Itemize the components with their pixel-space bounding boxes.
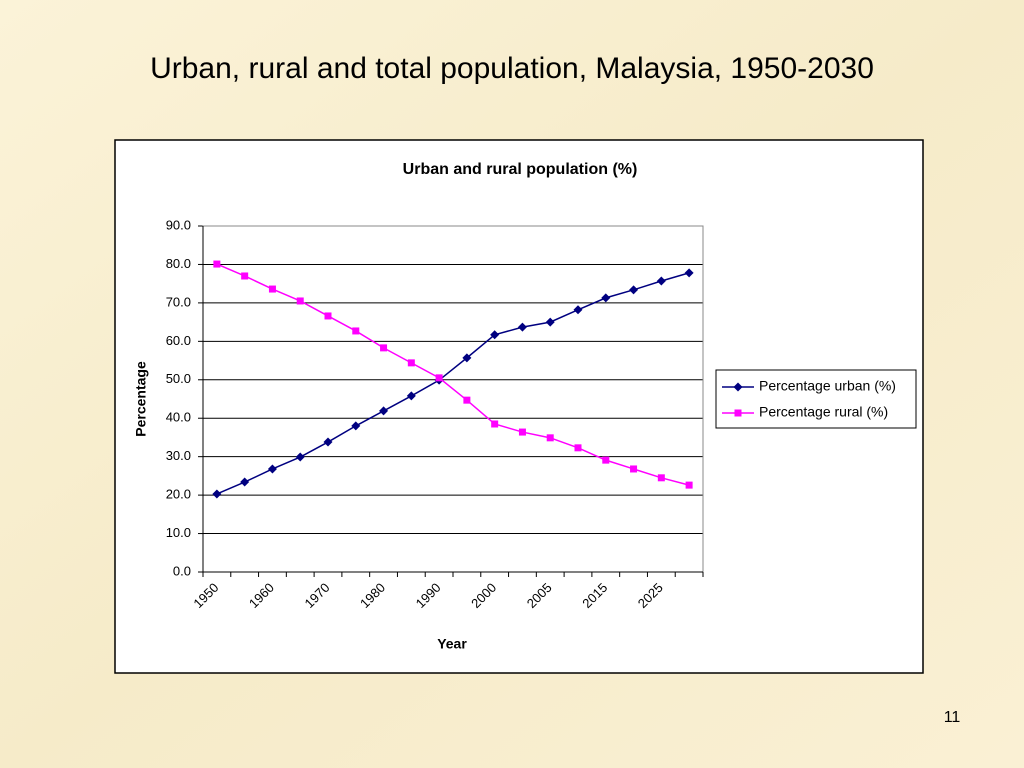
data-point — [656, 276, 666, 286]
data-point — [295, 452, 305, 462]
data-point — [685, 481, 693, 489]
data-point — [379, 406, 389, 416]
data-point — [212, 489, 222, 499]
data-point — [546, 434, 554, 442]
data-point — [684, 268, 694, 278]
data-point — [574, 444, 582, 452]
series-line — [216, 263, 690, 486]
y-tick-label: 10.0 — [166, 525, 191, 540]
y-tick-label: 30.0 — [166, 448, 191, 463]
data-point — [601, 293, 611, 303]
data-point — [213, 260, 221, 268]
page-number: 11 — [944, 709, 961, 726]
data-point — [240, 477, 250, 487]
data-point — [351, 421, 361, 431]
data-point — [462, 353, 472, 363]
slide-title: Urban, rural and total population, Malay… — [150, 52, 874, 85]
y-tick-label: 60.0 — [166, 333, 191, 348]
data-point — [518, 428, 526, 436]
y-tick-label: 70.0 — [166, 294, 191, 309]
data-point — [573, 305, 583, 315]
data-point — [657, 474, 665, 482]
y-axis-label: Percentage — [133, 361, 149, 437]
legend-marker — [733, 382, 743, 392]
data-point — [380, 344, 388, 352]
y-tick-label: 40.0 — [166, 410, 191, 425]
data-point — [517, 322, 527, 332]
data-point — [296, 297, 304, 305]
data-point — [491, 420, 499, 428]
y-tick-label: 50.0 — [166, 371, 191, 386]
data-point — [323, 437, 333, 447]
legend-label: Percentage rural (%) — [759, 404, 888, 420]
x-axis-label: Year — [437, 636, 467, 652]
y-tick-label: 20.0 — [166, 487, 191, 502]
series-line — [216, 272, 690, 495]
y-tick-label: 80.0 — [166, 256, 191, 271]
data-point — [490, 330, 500, 340]
data-point — [629, 285, 639, 295]
chart-title: Urban and rural population (%) — [403, 161, 638, 178]
y-tick-label: 0.0 — [173, 563, 191, 578]
legend-marker — [734, 409, 742, 417]
legend-label: Percentage urban (%) — [759, 378, 896, 394]
data-point — [406, 391, 416, 401]
data-point — [267, 464, 277, 474]
data-point — [241, 272, 249, 280]
data-point — [435, 374, 443, 382]
data-point — [352, 327, 360, 335]
y-tick-label: 90.0 — [166, 217, 191, 232]
data-point — [463, 396, 471, 404]
data-point — [268, 285, 276, 293]
legend-box — [715, 369, 917, 429]
data-point — [324, 312, 332, 320]
data-point — [630, 465, 638, 473]
data-point — [545, 317, 555, 327]
data-point — [602, 456, 610, 464]
data-point — [407, 359, 415, 367]
